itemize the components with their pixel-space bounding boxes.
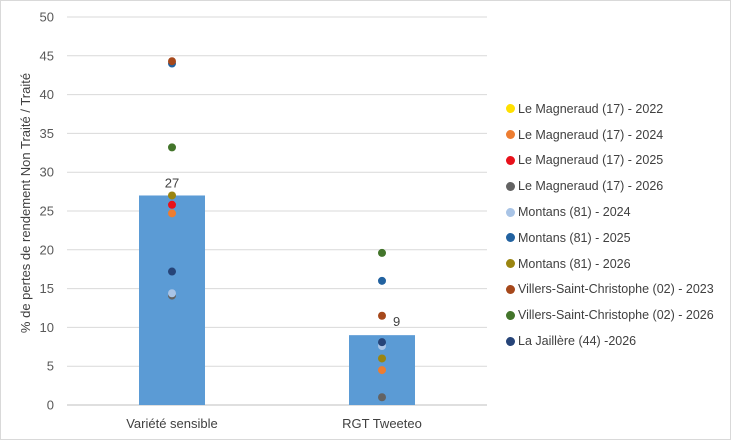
y-tick-label: 25 xyxy=(40,204,54,219)
x-category-label: Variété sensible xyxy=(126,416,218,431)
legend-item: Le Magneraud (17) - 2024 xyxy=(506,122,728,148)
data-point xyxy=(378,366,386,375)
legend-item: Villers-Saint-Christophe (02) - 2026 xyxy=(506,302,728,328)
y-tick-label: 15 xyxy=(40,281,54,296)
legend-item: Le Magneraud (17) - 2022 xyxy=(506,96,728,122)
legend-item: Montans (81) - 2025 xyxy=(506,225,728,251)
legend-label: Le Magneraud (17) - 2024 xyxy=(518,127,664,142)
bar xyxy=(139,195,205,405)
data-point xyxy=(378,276,386,285)
legend-item: Montans (81) - 2026 xyxy=(506,251,728,277)
data-point xyxy=(378,248,386,257)
legend-marker-icon xyxy=(506,233,515,243)
plot-area: 0 5 10 15 20 25 30 35 40 45 50 Variété sensible RGT … xyxy=(18,10,487,432)
legend-label: Le Magneraud (17) - 2026 xyxy=(518,179,664,194)
legend-marker-icon xyxy=(506,155,515,165)
legend-marker-icon xyxy=(506,207,515,217)
data-point xyxy=(168,200,176,209)
data-point xyxy=(378,354,386,363)
data-point xyxy=(378,393,386,402)
legend-marker-icon xyxy=(506,181,515,191)
y-tick-label: 40 xyxy=(40,87,54,102)
data-point xyxy=(378,338,386,347)
data-points xyxy=(168,57,386,402)
y-tick-label: 10 xyxy=(40,320,54,335)
legend-label: Le Magneraud (17) - 2022 xyxy=(518,101,664,116)
legend-item: La Jaillère (44) -2026 xyxy=(506,328,728,354)
data-point xyxy=(168,289,176,298)
y-axis-title: % de pertes de rendement Non Traité / Tr… xyxy=(18,73,33,333)
legend-label: Villers-Saint-Christophe (02) - 2026 xyxy=(518,308,714,323)
legend: Le Magneraud (17) - 2022 Le Magneraud (17… xyxy=(506,96,728,354)
y-tick-label: 30 xyxy=(40,165,54,180)
legend-label: Montans (81) - 2025 xyxy=(518,230,631,245)
bars xyxy=(139,195,415,405)
legend-marker-icon xyxy=(506,130,515,140)
legend-marker-icon xyxy=(506,104,515,114)
y-tick-label: 5 xyxy=(47,359,54,374)
gridlines xyxy=(67,16,487,406)
legend-label: Le Magneraud (17) - 2025 xyxy=(518,153,664,168)
data-point xyxy=(168,57,176,66)
labels: 0 5 10 15 20 25 30 35 40 45 50 Variété sensible RGT … xyxy=(40,10,422,432)
x-category-label: RGT Tweeteo xyxy=(342,416,422,431)
data-point xyxy=(378,311,386,320)
data-point xyxy=(168,143,176,152)
legend-marker-icon xyxy=(506,259,515,269)
legend-label: Villers-Saint-Christophe (02) - 2023 xyxy=(518,282,714,297)
legend-marker-icon xyxy=(506,284,515,294)
legend-marker-icon xyxy=(506,310,515,320)
y-tick-label: 20 xyxy=(40,242,54,257)
bar-value-label: 9 xyxy=(393,314,400,329)
data-point xyxy=(168,267,176,276)
y-tick-label: 45 xyxy=(40,48,54,63)
legend-label: La Jaillère (44) -2026 xyxy=(518,334,637,349)
legend-marker-icon xyxy=(506,336,515,346)
legend-label: Montans (81) - 2026 xyxy=(518,256,631,271)
legend-item: Le Magneraud (17) - 2025 xyxy=(506,148,728,174)
legend-item: Montans (81) - 2024 xyxy=(506,199,728,225)
data-point xyxy=(168,209,176,218)
legend-item: Le Magneraud (17) - 2026 xyxy=(506,173,728,199)
y-tick-label: 50 xyxy=(40,10,54,25)
legend-item: Villers-Saint-Christophe (02) - 2023 xyxy=(506,277,728,303)
y-tick-label: 35 xyxy=(40,126,54,141)
bar-value-label: 27 xyxy=(165,175,179,190)
legend-label: Montans (81) - 2024 xyxy=(518,205,631,220)
y-tick-label: 0 xyxy=(47,398,54,413)
data-point xyxy=(168,191,176,200)
